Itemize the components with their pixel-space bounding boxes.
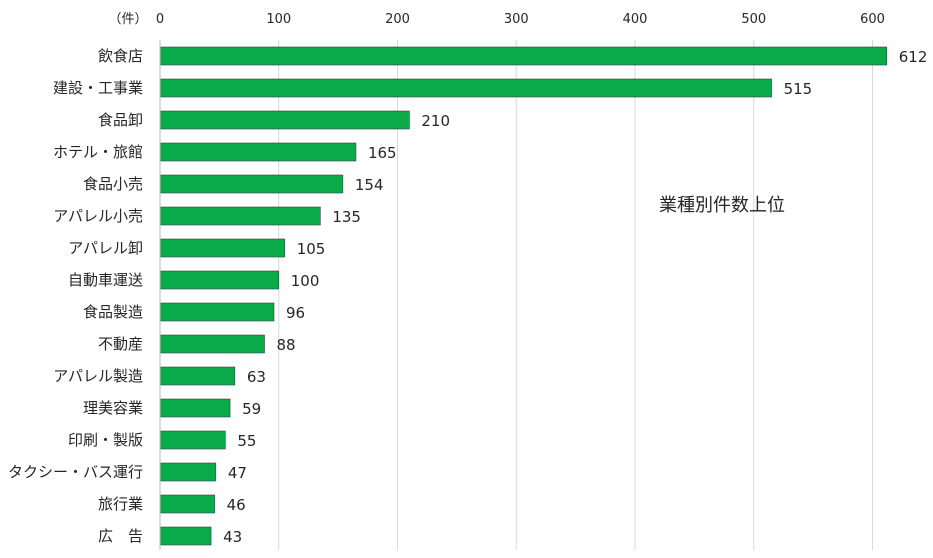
x-tick-label: 300 xyxy=(504,12,529,27)
value-label: 165 xyxy=(368,144,397,162)
value-label: 515 xyxy=(784,80,813,98)
bar xyxy=(159,238,285,258)
x-tick-label: 400 xyxy=(623,12,648,27)
x-axis-ticks: 0 100 200 300 400 500 600 xyxy=(156,12,885,27)
bar xyxy=(159,366,236,386)
value-label: 100 xyxy=(291,272,320,290)
value-label: 612 xyxy=(899,48,928,66)
value-label: 46 xyxy=(227,496,246,514)
category-label: アパレル小売 xyxy=(53,207,143,225)
bar xyxy=(159,302,275,322)
category-labels: 飲食店建設・工事業食品卸ホテル・旅館食品小売アパレル小売アパレル卸自動車運送食品… xyxy=(8,47,143,545)
bar xyxy=(159,430,226,450)
bar xyxy=(159,462,217,482)
value-label: 88 xyxy=(277,336,296,354)
category-label: 食品製造 xyxy=(83,303,143,321)
value-label: 55 xyxy=(237,432,256,450)
bar xyxy=(159,142,357,162)
chart-title: 業種別件数上位 xyxy=(659,195,785,216)
category-label: 広 告 xyxy=(98,527,143,545)
bar xyxy=(159,398,231,418)
category-label: 建設・工事業 xyxy=(53,79,143,97)
bar xyxy=(159,78,772,98)
x-tick-label: 0 xyxy=(156,12,164,27)
bar xyxy=(159,270,280,290)
category-label: タクシー・バス運行 xyxy=(8,463,143,481)
x-tick-label: 600 xyxy=(860,12,885,27)
unit-label: （件） xyxy=(108,12,147,27)
category-label: 理美容業 xyxy=(83,399,143,417)
value-label: 154 xyxy=(355,176,384,194)
value-label: 63 xyxy=(247,368,266,386)
category-label: 不動産 xyxy=(98,335,143,353)
bar xyxy=(159,526,212,546)
bar xyxy=(159,110,410,130)
category-label: アパレル卸 xyxy=(68,239,143,257)
category-label: 印刷・製版 xyxy=(68,431,143,449)
x-tick-label: 500 xyxy=(741,12,766,27)
bar xyxy=(159,206,321,226)
category-label: ホテル・旅館 xyxy=(53,143,143,161)
category-label: 旅行業 xyxy=(98,495,143,513)
x-tick-label: 200 xyxy=(385,12,410,27)
bars xyxy=(159,46,888,546)
category-label: 飲食店 xyxy=(98,47,143,65)
x-tick-label: 100 xyxy=(266,12,291,27)
category-label: 食品小売 xyxy=(83,175,143,193)
value-label: 59 xyxy=(242,400,261,418)
bar xyxy=(159,494,215,514)
value-label: 47 xyxy=(228,464,247,482)
bar xyxy=(159,46,888,66)
value-label: 210 xyxy=(421,112,450,130)
value-labels: 612 515 210 165 154 135 105 100 96 88 63 59 55 47 46 43 xyxy=(223,48,927,546)
value-label: 43 xyxy=(223,528,242,546)
value-label: 105 xyxy=(297,240,326,258)
bar xyxy=(159,174,344,194)
value-label: 96 xyxy=(286,304,305,322)
category-label: 自動車運送 xyxy=(68,271,143,289)
category-label: 食品卸 xyxy=(98,111,143,129)
category-label: アパレル製造 xyxy=(53,367,143,385)
value-label: 135 xyxy=(332,208,361,226)
bar xyxy=(159,334,265,354)
